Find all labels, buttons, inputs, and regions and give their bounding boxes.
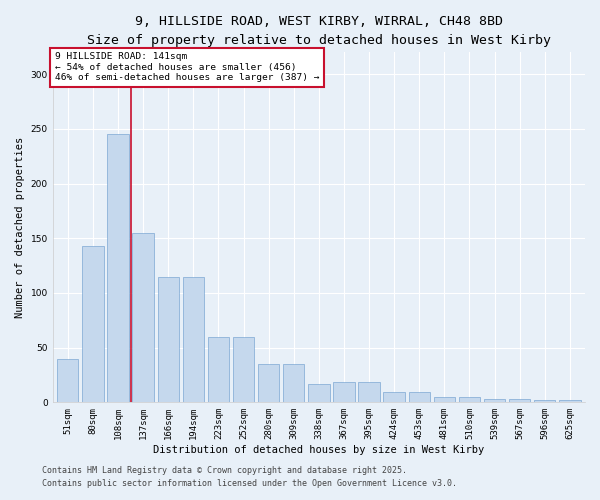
Bar xyxy=(383,392,405,402)
X-axis label: Distribution of detached houses by size in West Kirby: Distribution of detached houses by size … xyxy=(153,445,484,455)
Bar xyxy=(459,397,480,402)
Bar xyxy=(107,134,128,402)
Bar xyxy=(182,276,204,402)
Bar xyxy=(409,392,430,402)
Bar xyxy=(434,397,455,402)
Bar xyxy=(534,400,556,402)
Bar xyxy=(158,276,179,402)
Bar xyxy=(233,336,254,402)
Text: Contains HM Land Registry data © Crown copyright and database right 2025.
Contai: Contains HM Land Registry data © Crown c… xyxy=(42,466,457,487)
Bar xyxy=(333,382,355,402)
Text: 9 HILLSIDE ROAD: 141sqm
← 54% of detached houses are smaller (456)
46% of semi-d: 9 HILLSIDE ROAD: 141sqm ← 54% of detache… xyxy=(55,52,320,82)
Bar xyxy=(509,399,530,402)
Y-axis label: Number of detached properties: Number of detached properties xyxy=(15,136,25,318)
Bar xyxy=(484,399,505,402)
Bar xyxy=(82,246,104,402)
Bar xyxy=(283,364,304,403)
Bar xyxy=(133,233,154,402)
Bar xyxy=(208,336,229,402)
Bar xyxy=(358,382,380,402)
Bar xyxy=(258,364,279,403)
Bar xyxy=(308,384,329,402)
Bar xyxy=(57,358,79,403)
Title: 9, HILLSIDE ROAD, WEST KIRBY, WIRRAL, CH48 8BD
Size of property relative to deta: 9, HILLSIDE ROAD, WEST KIRBY, WIRRAL, CH… xyxy=(87,15,551,47)
Bar xyxy=(559,400,581,402)
